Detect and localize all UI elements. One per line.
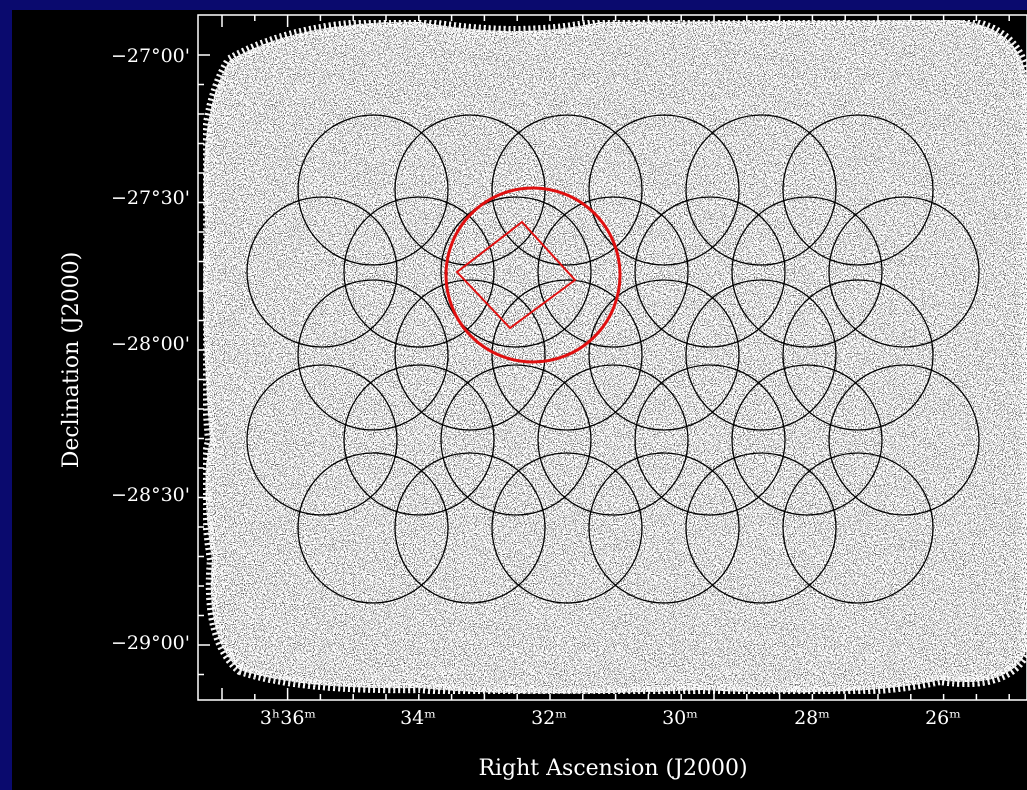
image-field <box>203 20 1027 694</box>
y-tick-label: −28°00' <box>111 333 190 355</box>
x-tick-label: 28ᵐ <box>794 707 830 729</box>
y-tick-label: −29°00' <box>111 632 190 654</box>
x-tick-label: 34ᵐ <box>400 707 436 729</box>
figure: 3ʰ36ᵐ 34ᵐ 32ᵐ 30ᵐ 28ᵐ 26ᵐ −27°00' −27°30… <box>0 0 1027 790</box>
x-tick-label: 32ᵐ <box>531 707 567 729</box>
x-tick-label: 30ᵐ <box>662 707 698 729</box>
y-tick-label: −27°30' <box>111 187 190 209</box>
y-axis-label: Declination (J2000) <box>59 252 84 469</box>
x-tick-label: 26ᵐ <box>925 707 961 729</box>
sky-image <box>203 20 1027 694</box>
x-tick-label: 3ʰ36ᵐ <box>260 707 316 729</box>
y-tick-label: −28°30' <box>111 484 190 506</box>
y-tick-label: −27°00' <box>111 45 190 67</box>
x-axis-label: Right Ascension (J2000) <box>478 756 747 781</box>
